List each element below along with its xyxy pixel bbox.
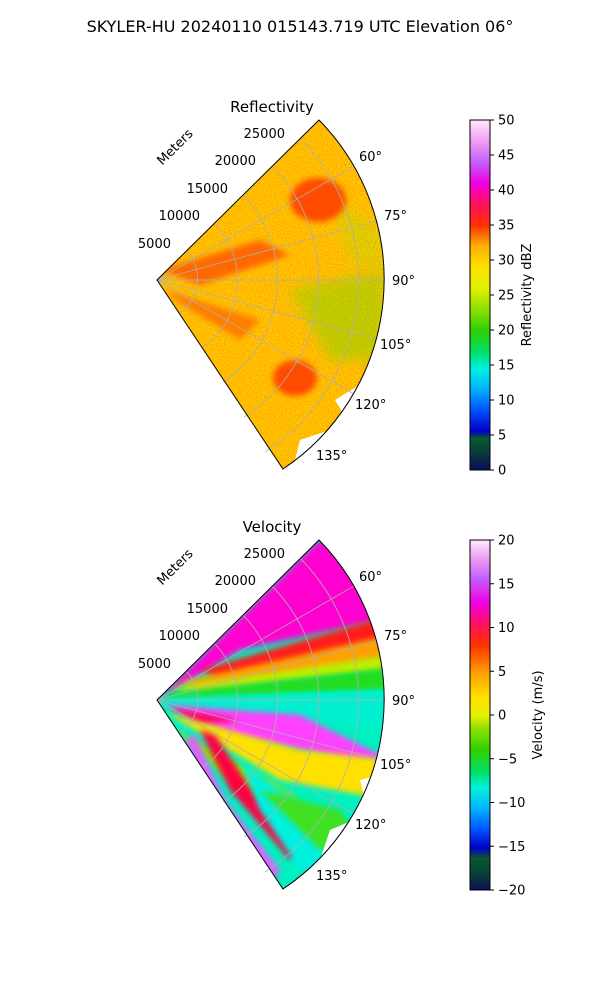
reflectivity-range-tick-5000: 5000	[138, 237, 171, 252]
reflectivity-azimuth-tick-105: 105°	[380, 338, 411, 353]
velocity-range-tick-20000: 20000	[215, 574, 256, 589]
velocity-azimuth-tick-75: 75°	[384, 629, 407, 644]
reflectivity-range-tick-15000: 15000	[187, 182, 228, 197]
velocity-data-field	[157, 540, 385, 889]
velocity-colorbar-tick-label: −20	[498, 884, 525, 899]
reflectivity-colorbar-tick-label: 15	[498, 359, 515, 374]
velocity-panel: Velocity	[138, 518, 546, 899]
reflectivity-sector-frame	[156, 119, 385, 470]
reflectivity-colorbar-tick-label: 25	[498, 289, 515, 304]
reflectivity-azimuth-tick-75: 75°	[384, 209, 407, 224]
velocity-range-axis-label: Meters	[155, 546, 197, 588]
reflectivity-colorbar-label: Reflectivity dBZ	[520, 244, 535, 347]
reflectivity-colorbar-tick-label: 40	[498, 184, 515, 199]
velocity-colorbar-label: Velocity (m/s)	[531, 670, 546, 759]
reflectivity-colorbar: 0 5 10 15 20 25 30 35 40 45 50 Reflectivity dBZ	[469, 114, 535, 479]
velocity-colorbar-ticks: −20 −15 −10 −5 0 5 10 15 20	[490, 534, 525, 899]
reflectivity-azimuth-tick-90: 90°	[392, 274, 415, 289]
velocity-range-tick-25000: 25000	[244, 547, 285, 562]
reflectivity-colorbar-tick-label: 35	[498, 219, 515, 234]
reflectivity-colorbar-tick-label: 45	[498, 149, 515, 164]
reflectivity-title: Reflectivity	[230, 98, 314, 116]
velocity-colorbar-tick-label: 0	[498, 709, 506, 724]
velocity-range-tick-5000: 5000	[138, 657, 171, 672]
reflectivity-range-tick-20000: 20000	[215, 154, 256, 169]
reflectivity-colorbar-scale	[469, 119, 491, 471]
velocity-azimuth-tick-135: 135°	[316, 869, 347, 884]
reflectivity-azimuth-tick-120: 120°	[355, 398, 386, 413]
velocity-azimuth-tick-90: 90°	[392, 694, 415, 709]
velocity-azimuth-tick-105: 105°	[380, 758, 411, 773]
velocity-outbound-band-north	[157, 540, 385, 700]
velocity-range-tick-15000: 15000	[187, 602, 228, 617]
reflectivity-range-tick-10000: 10000	[159, 209, 200, 224]
velocity-colorbar: −20 −15 −10 −5 0 5 10 15 20 Velocity (m/s)	[469, 534, 546, 899]
reflectivity-colorbar-tick-label: 50	[498, 114, 515, 129]
reflectivity-colorbar-tick-label: 10	[498, 394, 515, 409]
velocity-colorbar-tick-label: 5	[498, 665, 506, 680]
reflectivity-range-tick-25000: 25000	[244, 127, 285, 142]
reflectivity-colorbar-tick-label: 5	[498, 429, 506, 444]
velocity-range-tick-10000: 10000	[159, 629, 200, 644]
velocity-colorbar-tick-label: 10	[498, 621, 515, 636]
velocity-sector-frame	[156, 539, 385, 890]
reflectivity-data-field	[157, 120, 385, 469]
figure-suptitle: SKYLER-HU 20240110 015143.719 UTC Elevat…	[87, 17, 514, 36]
velocity-colorbar-tick-label: 20	[498, 534, 515, 549]
reflectivity-colorbar-tick-label: 0	[498, 464, 506, 479]
velocity-azimuth-tick-120: 120°	[355, 818, 386, 833]
reflectivity-panel: Reflectivity	[138, 98, 535, 479]
velocity-colorbar-scale	[469, 539, 491, 891]
velocity-azimuth-tick-60: 60°	[359, 570, 382, 585]
reflectivity-colorbar-tick-label: 20	[498, 324, 515, 339]
velocity-azimuth-spokes	[156, 585, 385, 815]
reflectivity-colorbar-ticks: 0 5 10 15 20 25 30 35 40 45 50	[490, 114, 515, 479]
velocity-colorbar-tick-label: −15	[498, 840, 525, 855]
velocity-colorbar-tick-label: −5	[498, 752, 517, 767]
velocity-title: Velocity	[243, 518, 302, 536]
reflectivity-colorbar-tick-label: 30	[498, 254, 515, 269]
velocity-colorbar-tick-label: 15	[498, 577, 515, 592]
reflectivity-azimuth-spokes	[156, 165, 385, 395]
velocity-colorbar-tick-label: −10	[498, 796, 525, 811]
reflectivity-range-axis-label: Meters	[155, 126, 197, 168]
reflectivity-azimuth-tick-60: 60°	[359, 150, 382, 165]
reflectivity-azimuth-tick-135: 135°	[316, 449, 347, 464]
